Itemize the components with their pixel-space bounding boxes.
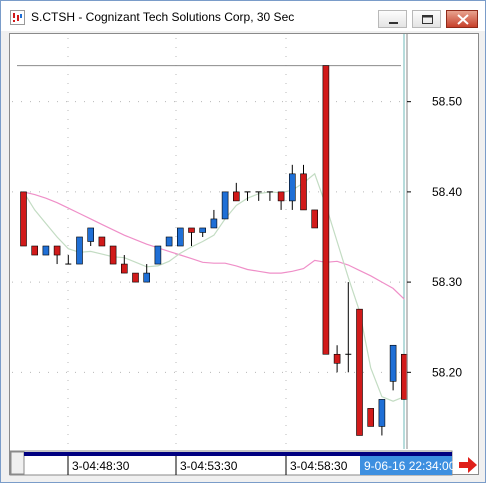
candle-body — [188, 227, 195, 233]
candle-body — [389, 344, 397, 382]
candle — [154, 245, 162, 265]
candle-body — [378, 399, 386, 427]
y-tick-label: 58.20 — [432, 365, 462, 379]
candle — [244, 191, 251, 201]
candle — [87, 227, 94, 247]
candle — [53, 245, 61, 265]
candle — [288, 164, 296, 210]
candle — [266, 191, 273, 201]
candle-body — [121, 263, 128, 274]
candle-body — [53, 245, 61, 256]
slow-moving-average-line — [23, 191, 405, 300]
candle-body — [20, 191, 27, 247]
candle — [300, 164, 307, 211]
candle-body — [109, 245, 117, 265]
candle — [311, 209, 319, 229]
candle-body — [356, 308, 363, 436]
candle-body — [400, 353, 408, 400]
candle-body — [221, 191, 229, 220]
candle — [389, 344, 397, 391]
candle-body — [288, 173, 296, 202]
time-axis[interactable]: 3-04:48:30 3-04:53:30 3-04:58:30 9-06-16 2… — [9, 450, 456, 476]
candle-body — [277, 191, 285, 202]
candle — [356, 308, 363, 436]
candle — [378, 399, 386, 436]
candle-body — [300, 173, 307, 211]
candle — [233, 182, 240, 202]
candle-body — [177, 227, 184, 247]
y-tick-label: 58.30 — [432, 275, 462, 289]
gridlines — [12, 38, 405, 449]
candle-body — [42, 245, 50, 256]
x-tick-label: 3-04:58:30 — [290, 459, 348, 473]
y-tick-label: 58.50 — [432, 95, 462, 109]
x-tick-label: 3-04:48:30 — [72, 459, 130, 473]
candle — [367, 408, 375, 427]
candle — [109, 245, 117, 265]
maximize-button[interactable] — [412, 10, 441, 28]
candle-body — [165, 236, 173, 247]
candle — [221, 191, 229, 220]
candle-body — [322, 65, 330, 355]
candle — [188, 227, 195, 247]
chart-frame[interactable] — [9, 33, 479, 475]
current-time-label: 9-06-16 22:34:00 — [364, 459, 456, 473]
candle — [76, 236, 83, 265]
x-axis-labels: 3-04:48:30 3-04:53:30 3-04:58:30 — [67, 456, 348, 475]
candle-body — [311, 209, 319, 229]
candles — [20, 65, 408, 436]
candle-body — [154, 245, 162, 265]
candle — [277, 191, 285, 210]
candle-body — [199, 227, 206, 233]
candle — [255, 191, 262, 201]
candle-body — [233, 191, 240, 202]
candle-body — [333, 353, 341, 364]
y-axis: 58.50 58.40 58.30 58.20 — [407, 95, 462, 379]
candle-body — [132, 272, 139, 283]
candle — [345, 282, 352, 373]
chart-app-icon — [10, 10, 25, 25]
scroll-right-button[interactable] — [459, 457, 477, 473]
candle — [333, 345, 341, 373]
candle — [31, 245, 39, 256]
candle-body — [367, 408, 375, 427]
minimize-icon — [389, 22, 398, 24]
fast-moving-average-line — [22, 172, 405, 402]
candle — [98, 236, 106, 247]
time-range-bar[interactable] — [24, 452, 452, 456]
candle-body — [31, 245, 39, 256]
current-time-box — [360, 456, 452, 475]
candle-body — [143, 272, 150, 283]
x-tick-label: 3-04:53:30 — [180, 459, 238, 473]
candle-body — [210, 218, 218, 229]
maximize-icon — [422, 15, 433, 24]
candle — [20, 191, 27, 247]
title-bar[interactable]: S.CTSH - Cognizant Tech Solutions Corp, … — [1, 1, 485, 31]
candle — [165, 236, 173, 247]
candle — [42, 245, 50, 256]
candle — [65, 255, 72, 265]
close-button[interactable] — [446, 10, 478, 28]
candle — [132, 272, 139, 283]
candle-body — [87, 227, 94, 242]
candle — [177, 227, 184, 247]
minimize-button[interactable] — [378, 10, 407, 28]
candle — [143, 264, 150, 283]
candle — [322, 65, 330, 355]
y-tick-label: 58.40 — [432, 185, 462, 199]
candle-body — [76, 236, 83, 265]
time-scroll-start[interactable] — [10, 451, 25, 475]
close-icon — [457, 14, 469, 25]
arrow-right-icon — [459, 457, 477, 473]
candle — [121, 255, 128, 274]
candle — [210, 209, 218, 229]
window-title: S.CTSH - Cognizant Tech Solutions Corp, … — [31, 10, 295, 24]
candle — [400, 353, 408, 400]
candle — [199, 227, 206, 237]
candle-body — [98, 236, 106, 247]
